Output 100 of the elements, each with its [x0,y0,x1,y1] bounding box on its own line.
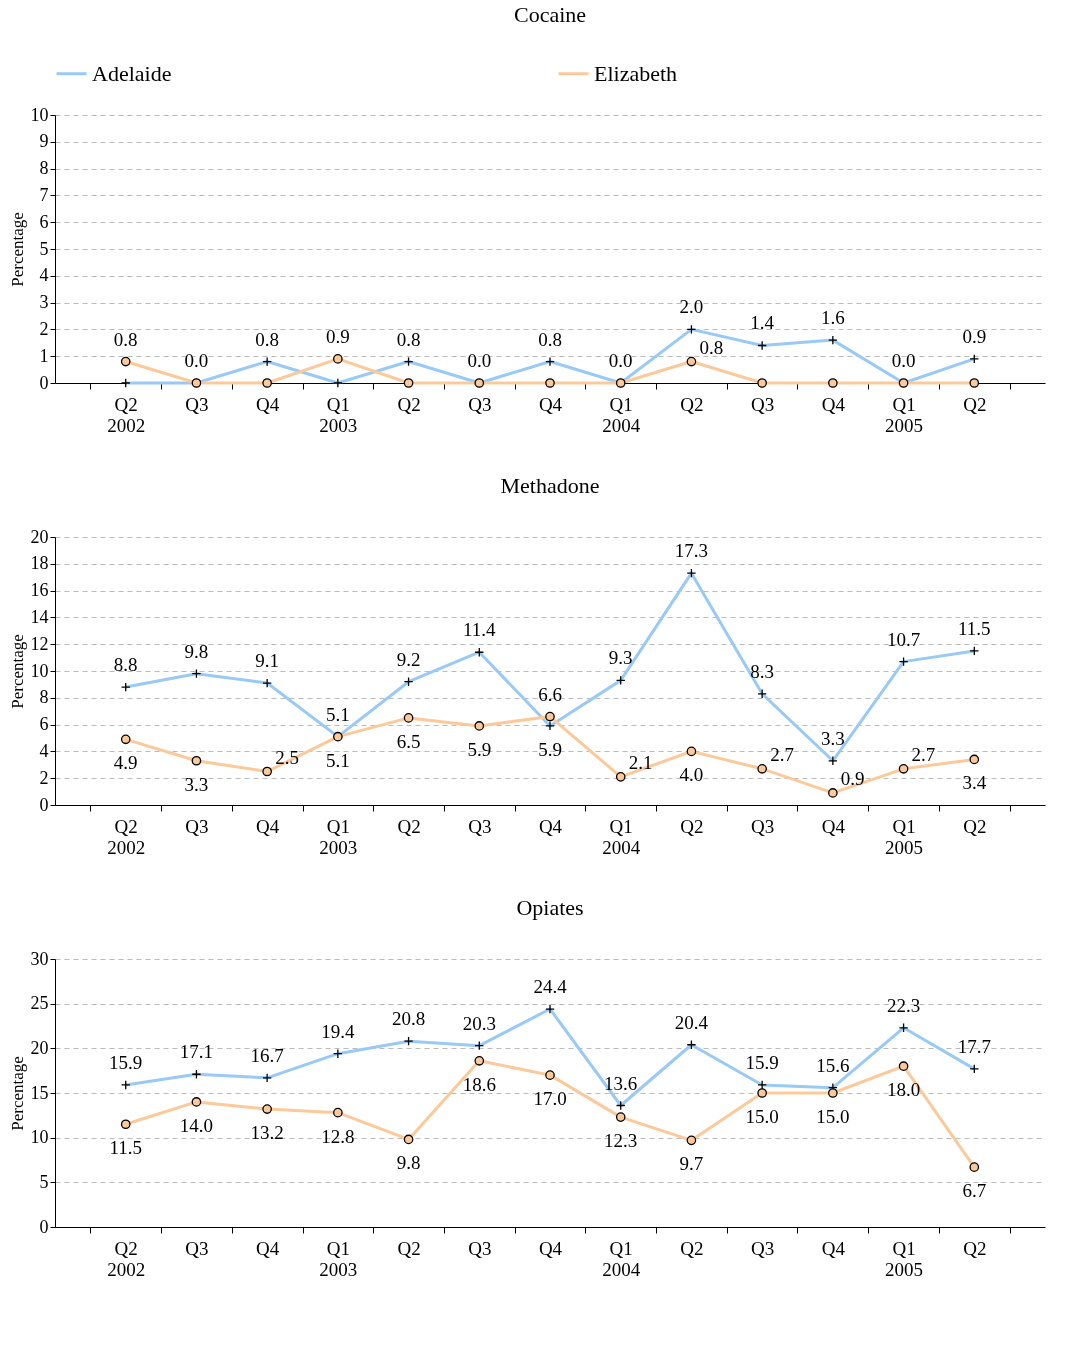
y-tick-label: 0 [39,1216,49,1237]
data-label: 11.5 [109,1137,142,1159]
y-tick-label: 8 [39,158,49,179]
y-tick-label: 7 [39,184,49,205]
data-label: 10.7 [886,628,921,650]
point [615,772,626,782]
point [333,1107,343,1118]
data-label: 9.7 [679,1153,704,1175]
y-tick-label: 18 [30,553,49,574]
y-tick-label: 12 [30,633,49,654]
data-label: 17.7 [957,1035,991,1057]
x-tick-label: Q1 2003 [319,393,358,436]
point [120,734,131,745]
y-tick-label: 20 [30,526,49,547]
x-tick-label: Q3 [751,815,775,837]
data-label: 17.0 [533,1088,567,1110]
data-label: 0.8 [255,328,280,350]
data-label: 2.5 [275,746,299,768]
point [474,1056,485,1066]
point [898,764,909,774]
x-tick-label: Q1 2004 [602,393,641,436]
y-axis-title: Percentage [7,1056,27,1131]
point [262,766,272,777]
data-label: 2.7 [770,743,794,765]
data-label: 8.8 [113,654,138,676]
data-label: 0.8 [538,328,562,350]
data-label: 6.5 [396,730,421,752]
y-tick-label: 4 [39,265,49,286]
data-label: 5.9 [538,738,562,760]
data-label: 11.4 [463,619,497,641]
point [474,721,485,731]
legend-label: Adelaide [92,60,172,86]
point [686,1135,697,1146]
x-tick-label: Q3 [468,393,492,415]
point [191,1097,202,1107]
data-label: 1.6 [820,307,845,329]
data-label: 2.1 [628,751,653,773]
point [898,1061,909,1072]
x-tick-label: Q3 [751,1237,775,1259]
y-tick-label: 10 [30,1127,49,1148]
data-label: 18.6 [462,1073,496,1095]
y-tick-label: 10 [30,660,49,681]
x-tick-label: Q1 2005 [885,393,924,436]
x-tick-label: Q2 [397,393,421,415]
point [686,746,697,757]
x-tick-label: Q2 [680,393,704,415]
data-label: 18.0 [886,1079,921,1101]
x-tick-label: Q2 [680,1237,704,1259]
y-tick-label: 5 [39,1171,49,1192]
data-label: 22.3 [886,994,921,1016]
y-tick-label: 4 [39,740,49,761]
x-tick-label: Q2 [397,815,421,837]
point [969,1162,980,1172]
data-label: 5.9 [467,738,492,760]
x-tick-label: Q2 2002 [107,393,146,436]
point [333,354,343,364]
data-label: 15.0 [816,1106,850,1127]
y-tick-label: 25 [30,993,49,1014]
data-label: 4.0 [679,764,704,786]
point [757,764,767,774]
y-tick-label: 0 [39,372,49,393]
data-label: 2.0 [679,296,704,318]
data-label: 3.3 [820,727,845,749]
data-label: 0.8 [396,328,421,350]
x-tick-label: Q4 [538,393,563,415]
x-tick-label: Q2 [963,815,987,837]
data-label: 19.4 [321,1020,355,1042]
data-label: 14.0 [179,1114,214,1136]
data-label: 17.3 [674,540,709,562]
x-tick-label: Q4 [821,393,846,415]
data-label: 0.9 [840,767,865,789]
data-label: 20.3 [462,1012,496,1034]
x-tick-label: Q4 [821,815,846,837]
data-label: 9.2 [396,648,421,670]
point [120,356,131,367]
data-label: 0.9 [962,325,987,347]
y-tick-label: 8 [39,687,49,708]
data-label: 0.0 [467,350,492,371]
x-tick-label: Q3 [751,393,775,415]
data-label: 17.1 [179,1041,214,1063]
y-tick-label: 6 [39,714,49,735]
data-label: 1.4 [750,312,775,334]
data-label: 0.8 [699,336,724,358]
data-label: 4.9 [113,752,138,774]
data-label: 15.9 [745,1051,779,1073]
y-tick-label: 30 [30,948,49,969]
x-tick-label: Q1 2005 [885,1237,924,1280]
y-tick-label: 2 [39,767,49,788]
point [828,378,838,388]
data-label: 3.4 [962,772,987,794]
x-tick-label: Q2 2002 [107,1237,146,1280]
data-label: 5.1 [325,749,350,771]
point [615,1112,626,1122]
data-label: 0.0 [891,350,916,371]
data-label: 20.8 [391,1008,426,1030]
point [120,1119,131,1130]
point [403,378,414,388]
data-label: 9.8 [396,1152,421,1174]
point [191,755,202,766]
y-tick-label: 1 [39,345,49,366]
